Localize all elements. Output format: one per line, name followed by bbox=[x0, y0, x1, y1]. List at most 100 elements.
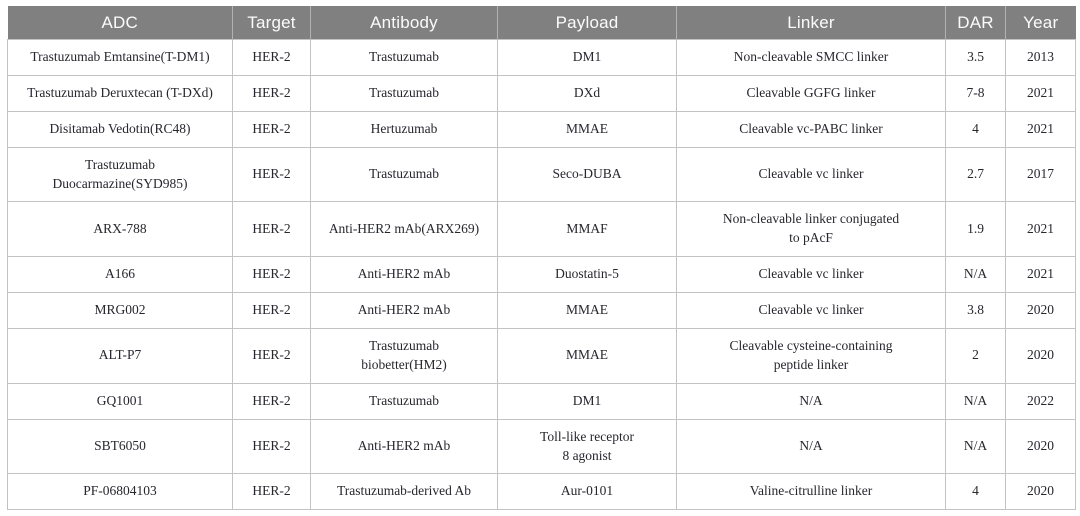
cell-linker: Cleavable vc linker bbox=[676, 146, 946, 203]
cell-year: 2020 bbox=[1005, 292, 1076, 330]
cell-dar: 4 bbox=[945, 473, 1006, 511]
cell-target: HER-2 bbox=[232, 382, 311, 420]
cell-antibody: Anti-HER2 mAb bbox=[310, 418, 498, 475]
cell-payload: MMAE bbox=[497, 110, 677, 148]
cell-linker: Valine-citrulline linker bbox=[676, 473, 946, 511]
cell-adc: SBT6050 bbox=[7, 418, 233, 475]
table-row: Trastuzumab Emtansine(T-DM1) HER-2 Trast… bbox=[7, 39, 1076, 76]
cell-target: HER-2 bbox=[232, 39, 311, 76]
cell-adc: Trastuzumab Deruxtecan (T-DXd) bbox=[7, 74, 233, 112]
column-header-adc: ADC bbox=[7, 6, 233, 40]
cell-year: 2013 bbox=[1005, 39, 1076, 76]
cell-adc: Trastuzumab Emtansine(T-DM1) bbox=[7, 39, 233, 76]
cell-year: 2021 bbox=[1005, 74, 1076, 112]
cell-linker: Cleavable cysteine-containing peptide li… bbox=[676, 328, 946, 384]
cell-target: HER-2 bbox=[232, 256, 311, 294]
cell-linker: Non-cleavable linker conjugated to pAcF bbox=[676, 201, 946, 258]
column-header-dar: DAR bbox=[945, 6, 1006, 40]
cell-payload: DXd bbox=[497, 74, 677, 112]
cell-target: HER-2 bbox=[232, 201, 311, 258]
cell-linker: Cleavable GGFG linker bbox=[676, 74, 946, 112]
cell-payload: MMAE bbox=[497, 328, 677, 384]
cell-dar: 3.5 bbox=[945, 39, 1006, 76]
cell-dar: N/A bbox=[945, 382, 1006, 420]
cell-adc: ARX-788 bbox=[7, 201, 233, 258]
cell-dar: 1.9 bbox=[945, 201, 1006, 258]
cell-adc: PF-06804103 bbox=[7, 473, 233, 511]
table-row: SBT6050 HER-2 Anti-HER2 mAb Toll-like re… bbox=[7, 418, 1076, 475]
table-body: Trastuzumab Emtansine(T-DM1) HER-2 Trast… bbox=[7, 39, 1076, 511]
cell-year: 2022 bbox=[1005, 382, 1076, 420]
cell-year: 2017 bbox=[1005, 146, 1076, 203]
cell-antibody: Trastuzumab bbox=[310, 382, 498, 420]
cell-target: HER-2 bbox=[232, 292, 311, 330]
cell-payload: Toll-like receptor 8 agonist bbox=[497, 418, 677, 475]
cell-adc: ALT-P7 bbox=[7, 328, 233, 384]
cell-antibody: Anti-HER2 mAb bbox=[310, 292, 498, 330]
cell-dar: 2.7 bbox=[945, 146, 1006, 203]
cell-adc: Disitamab Vedotin(RC48) bbox=[7, 110, 233, 148]
cell-antibody: Trastuzumab-derived Ab bbox=[310, 473, 498, 511]
column-header-payload: Payload bbox=[497, 6, 677, 40]
cell-antibody: Anti-HER2 mAb(ARX269) bbox=[310, 201, 498, 258]
column-header-year: Year bbox=[1005, 6, 1076, 40]
table-row: Trastuzumab Deruxtecan (T-DXd) HER-2 Tra… bbox=[7, 74, 1076, 112]
cell-linker: N/A bbox=[676, 418, 946, 475]
cell-target: HER-2 bbox=[232, 328, 311, 384]
cell-antibody: Trastuzumab bbox=[310, 146, 498, 203]
table-row: ALT-P7 HER-2 Trastuzumab biobetter(HM2) … bbox=[7, 328, 1076, 384]
cell-year: 2020 bbox=[1005, 473, 1076, 511]
cell-dar: 2 bbox=[945, 328, 1006, 384]
cell-linker: N/A bbox=[676, 382, 946, 420]
cell-dar: N/A bbox=[945, 256, 1006, 294]
table-row: Disitamab Vedotin(RC48) HER-2 Hertuzumab… bbox=[7, 110, 1076, 148]
cell-dar: N/A bbox=[945, 418, 1006, 475]
cell-target: HER-2 bbox=[232, 74, 311, 112]
cell-payload: Seco-DUBA bbox=[497, 146, 677, 203]
cell-year: 2020 bbox=[1005, 418, 1076, 475]
table-header-row: ADC Target Antibody Payload Linker DAR Y… bbox=[7, 6, 1076, 40]
cell-linker: Non-cleavable SMCC linker bbox=[676, 39, 946, 76]
cell-year: 2021 bbox=[1005, 256, 1076, 294]
column-header-target: Target bbox=[232, 6, 311, 40]
table-row: MRG002 HER-2 Anti-HER2 mAb MMAE Cleavabl… bbox=[7, 292, 1076, 330]
cell-adc: GQ1001 bbox=[7, 382, 233, 420]
table-row: GQ1001 HER-2 Trastuzumab DM1 N/A N/A 202… bbox=[7, 382, 1076, 420]
cell-dar: 4 bbox=[945, 110, 1006, 148]
cell-target: HER-2 bbox=[232, 110, 311, 148]
cell-payload: MMAE bbox=[497, 292, 677, 330]
table-header: ADC Target Antibody Payload Linker DAR Y… bbox=[7, 6, 1076, 40]
cell-payload: DM1 bbox=[497, 382, 677, 420]
cell-antibody: Anti-HER2 mAb bbox=[310, 256, 498, 294]
cell-year: 2021 bbox=[1005, 110, 1076, 148]
table-row: A166 HER-2 Anti-HER2 mAb Duostatin-5 Cle… bbox=[7, 256, 1076, 294]
cell-antibody: Trastuzumab bbox=[310, 74, 498, 112]
cell-adc: A166 bbox=[7, 256, 233, 294]
cell-dar: 7-8 bbox=[945, 74, 1006, 112]
adc-table: ADC Target Antibody Payload Linker DAR Y… bbox=[7, 6, 1076, 511]
cell-linker: Cleavable vc linker bbox=[676, 256, 946, 294]
cell-adc: Trastuzumab Duocarmazine(SYD985) bbox=[7, 146, 233, 203]
cell-year: 2021 bbox=[1005, 201, 1076, 258]
cell-payload: Aur-0101 bbox=[497, 473, 677, 511]
cell-antibody: Trastuzumab biobetter(HM2) bbox=[310, 328, 498, 384]
cell-target: HER-2 bbox=[232, 473, 311, 511]
cell-year: 2020 bbox=[1005, 328, 1076, 384]
cell-linker: Cleavable vc-PABC linker bbox=[676, 110, 946, 148]
cell-antibody: Trastuzumab bbox=[310, 39, 498, 76]
column-header-linker: Linker bbox=[676, 6, 946, 40]
cell-linker: Cleavable vc linker bbox=[676, 292, 946, 330]
column-header-antibody: Antibody bbox=[310, 6, 498, 40]
cell-target: HER-2 bbox=[232, 146, 311, 203]
cell-antibody: Hertuzumab bbox=[310, 110, 498, 148]
table-row: ARX-788 HER-2 Anti-HER2 mAb(ARX269) MMAF… bbox=[7, 201, 1076, 258]
table-row: Trastuzumab Duocarmazine(SYD985) HER-2 T… bbox=[7, 146, 1076, 203]
table-row: PF-06804103 HER-2 Trastuzumab-derived Ab… bbox=[7, 473, 1076, 511]
cell-target: HER-2 bbox=[232, 418, 311, 475]
cell-adc: MRG002 bbox=[7, 292, 233, 330]
cell-dar: 3.8 bbox=[945, 292, 1006, 330]
cell-payload: DM1 bbox=[497, 39, 677, 76]
cell-payload: Duostatin-5 bbox=[497, 256, 677, 294]
cell-payload: MMAF bbox=[497, 201, 677, 258]
